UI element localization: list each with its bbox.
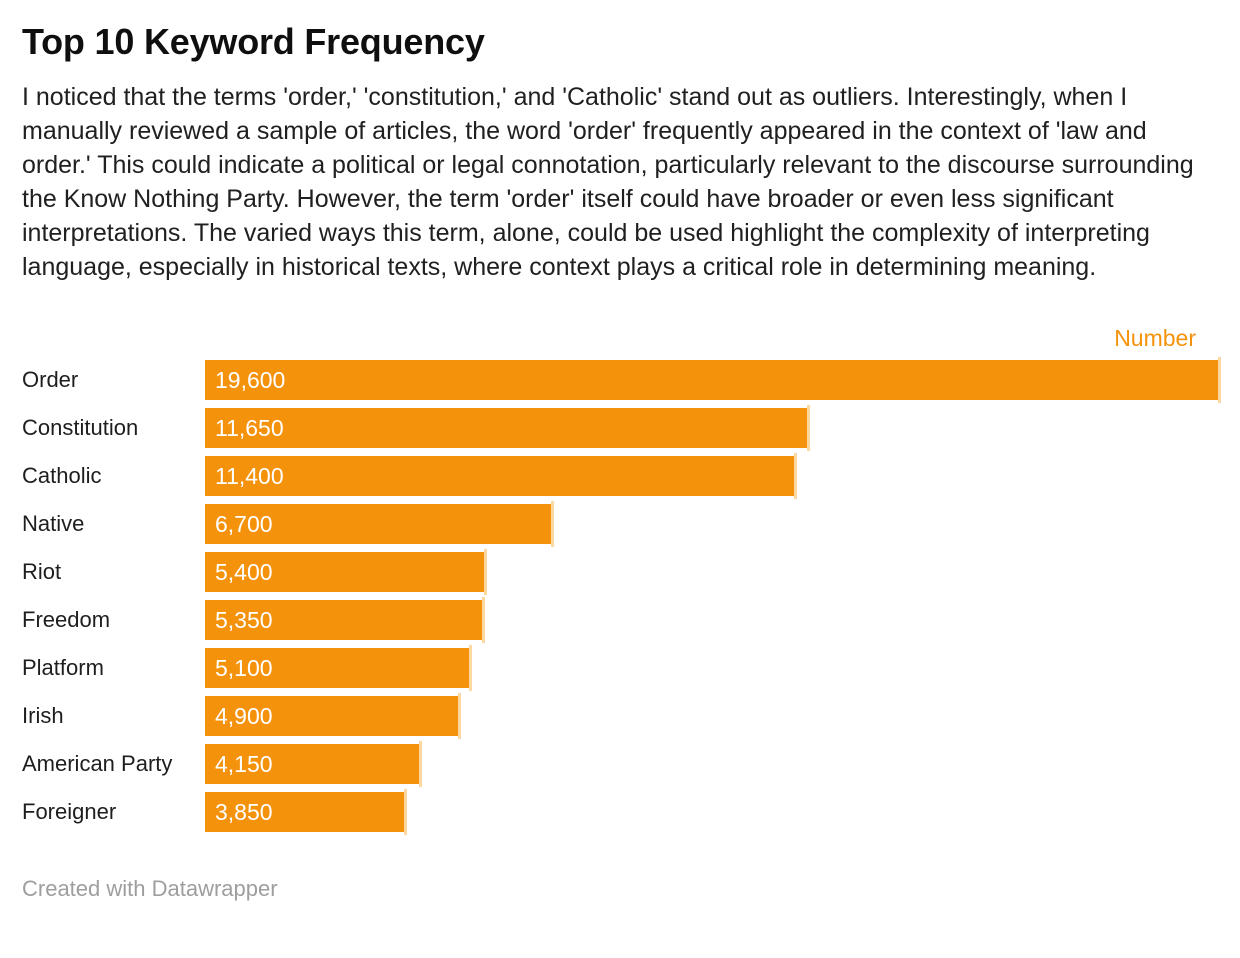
bar-value-label: 3,850	[215, 798, 273, 825]
bar: 4,900	[205, 693, 462, 739]
bar: 3,850	[205, 789, 407, 835]
bar: 5,100	[205, 645, 472, 691]
category-label: Order	[22, 367, 79, 392]
bar: 5,350	[205, 597, 484, 643]
category-label: Catholic	[22, 463, 102, 488]
bar-track: 19,600	[205, 357, 1221, 403]
bar: 11,400	[205, 453, 798, 499]
bar-row: Irish 4,900	[22, 693, 1218, 739]
bar-row: Catholic 11,400	[22, 453, 1218, 499]
bar-value-label: 19,600	[215, 366, 286, 393]
category-label: Native	[22, 511, 85, 536]
bar-track: 4,150	[205, 741, 1218, 787]
bar: 5,400	[205, 549, 488, 595]
bar: 11,650	[205, 405, 811, 451]
bar-track: 6,700	[205, 501, 1218, 547]
bar-chart: Number Order 19,600 Constitution 11,650 …	[22, 324, 1221, 835]
category-label: Constitution	[22, 415, 139, 440]
bar-value-label: 11,650	[215, 414, 284, 441]
bar-track: 11,650	[205, 405, 1218, 451]
bar-track: 11,400	[205, 453, 1218, 499]
bar-track: 5,400	[205, 549, 1218, 595]
bar: 4,150	[205, 741, 423, 787]
category-label: Irish	[22, 703, 64, 728]
bar-value-label: 5,400	[215, 558, 273, 585]
category-label: Platform	[22, 655, 104, 680]
bar-value-label: 6,700	[215, 510, 273, 537]
series-column-header: Number	[1114, 325, 1196, 351]
bar-row: Freedom 5,350	[22, 597, 1218, 643]
page-title: Top 10 Keyword Frequency	[22, 21, 485, 62]
bar-value-label: 5,100	[215, 654, 273, 681]
bar-track: 3,850	[205, 789, 1218, 835]
bar-row: Constitution 11,650	[22, 405, 1218, 451]
bar-value-label: 4,150	[215, 750, 273, 777]
datawrapper-credit-link[interactable]: Created with Datawrapper	[22, 876, 278, 901]
bar-row: Platform 5,100	[22, 645, 1218, 691]
bar: 19,600	[205, 357, 1221, 403]
bar-row: American Party 4,150	[22, 741, 1218, 787]
bar: 6,700	[205, 501, 555, 547]
bar-row: Foreigner 3,850	[22, 789, 1218, 835]
category-label: Foreigner	[22, 799, 117, 824]
bar-track: 5,100	[205, 645, 1218, 691]
bar-track: 5,350	[205, 597, 1218, 643]
bar-value-label: 4,900	[215, 702, 273, 729]
bar-track: 4,900	[205, 693, 1218, 739]
category-label: Freedom	[22, 607, 111, 632]
bar-row: Riot 5,400	[22, 549, 1218, 595]
bar-value-label: 11,400	[215, 462, 284, 489]
chart-description: I noticed that the terms 'order,' 'const…	[22, 83, 1194, 281]
category-label: Riot	[22, 559, 62, 584]
bar-row: Order 19,600	[22, 357, 1221, 403]
bar-row: Native 6,700	[22, 501, 1218, 547]
category-label: American Party	[22, 751, 173, 776]
bar-value-label: 5,350	[215, 606, 273, 633]
